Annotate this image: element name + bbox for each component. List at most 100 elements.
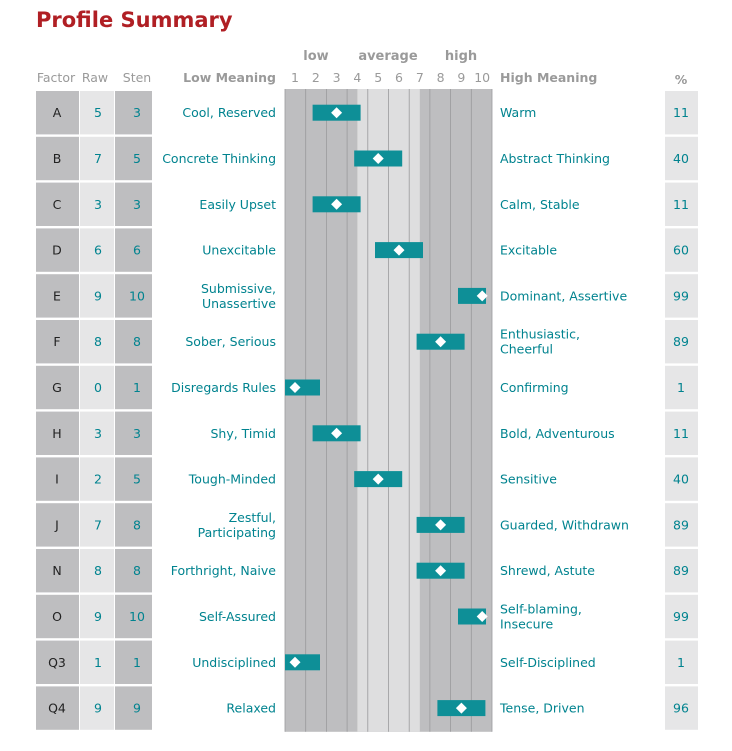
high-meaning-label: Bold, Adventurous xyxy=(500,426,615,441)
raw-value: 2 xyxy=(94,472,102,487)
low-meaning-label: Tough-Minded xyxy=(188,472,276,487)
high-meaning-label: Confirming xyxy=(500,380,569,395)
high-meaning-label: Abstract Thinking xyxy=(500,151,610,166)
low-meaning-label: Zestful, xyxy=(229,510,276,525)
sten-value: 3 xyxy=(133,426,141,441)
raw-value: 3 xyxy=(94,197,102,212)
factor-cell xyxy=(36,274,79,318)
low-meaning-label: Unassertive xyxy=(202,296,276,311)
factor-cell xyxy=(36,686,79,730)
sten-cell xyxy=(115,182,152,226)
sten-value: 10 xyxy=(129,288,145,303)
score-marker-diamond xyxy=(435,336,447,348)
high-meaning-label: Shrewd, Astute xyxy=(500,563,595,578)
sten-cell xyxy=(115,457,152,501)
percent-value: 99 xyxy=(673,288,689,303)
factor-cell xyxy=(36,594,79,639)
percent-value: 89 xyxy=(673,563,689,578)
sten-cell xyxy=(115,274,152,318)
raw-cell xyxy=(80,640,114,684)
factor-label: Q3 xyxy=(48,655,66,670)
raw-value: 3 xyxy=(94,426,102,441)
percent-cell xyxy=(665,91,698,135)
percent-cell xyxy=(665,365,698,410)
score-marker-diamond xyxy=(435,565,447,577)
raw-cell xyxy=(80,594,114,639)
low-meaning-label: Participating xyxy=(198,525,276,540)
low-meaning-label: Concrete Thinking xyxy=(162,151,276,166)
low-meaning-label: Shy, Timid xyxy=(210,426,276,441)
x-tick-label: 3 xyxy=(333,70,341,85)
x-tick-label: 8 xyxy=(437,70,445,85)
factor-label: D xyxy=(52,243,62,258)
factor-label: J xyxy=(54,517,59,532)
x-tick-label: 10 xyxy=(474,70,490,85)
factor-cell xyxy=(36,320,79,364)
header-factor: Factor xyxy=(37,70,76,85)
sten-cell xyxy=(115,136,152,181)
raw-value: 7 xyxy=(94,517,102,532)
factor-label: N xyxy=(52,563,61,578)
score-marker-diamond xyxy=(372,153,384,164)
high-meaning-label: Enthusiastic, xyxy=(500,327,580,342)
sten-cell xyxy=(115,686,152,730)
sten-cell xyxy=(115,411,152,455)
percent-value: 11 xyxy=(673,426,689,441)
header-sten: Sten xyxy=(123,70,151,85)
raw-cell xyxy=(80,320,114,364)
high-meaning-label: Calm, Stable xyxy=(500,197,580,212)
header-low-meaning: Low Meaning xyxy=(183,70,276,85)
high-meaning-label: Cheerful xyxy=(500,342,553,357)
percent-cell xyxy=(665,182,698,226)
x-tick-label: 1 xyxy=(291,70,299,85)
x-tick-label: 9 xyxy=(457,70,465,85)
low-meaning-label: Undisciplined xyxy=(192,655,276,670)
high-meaning-label: Tense, Driven xyxy=(499,701,585,716)
score-marker-diamond xyxy=(476,290,488,302)
factor-label: F xyxy=(53,334,60,349)
x-tick-label: 7 xyxy=(416,70,424,85)
percent-cell xyxy=(665,457,698,501)
sten-value: 3 xyxy=(133,197,141,212)
factor-cell xyxy=(36,549,79,593)
factor-cell xyxy=(36,365,79,410)
sten-cell xyxy=(115,320,152,364)
low-meaning-label: Unexcitable xyxy=(202,243,276,258)
scale-label-average: average xyxy=(358,49,418,64)
high-meaning-label: Self-Disciplined xyxy=(500,655,596,670)
low-meaning-label: Sober, Serious xyxy=(185,334,276,349)
percent-value: 11 xyxy=(673,105,689,120)
sten-value: 6 xyxy=(133,243,141,258)
raw-cell xyxy=(80,549,114,593)
factor-cell xyxy=(36,640,79,684)
sten-value: 5 xyxy=(133,472,141,487)
sten-cell xyxy=(115,594,152,639)
sten-value: 9 xyxy=(133,701,141,716)
percent-cell xyxy=(665,640,698,684)
x-tick-label: 2 xyxy=(312,70,320,85)
low-meaning-label: Cool, Reserved xyxy=(182,105,276,120)
raw-value: 9 xyxy=(94,609,102,624)
x-tick-label: 5 xyxy=(374,70,382,85)
percent-cell xyxy=(665,136,698,181)
score-marker-diamond xyxy=(289,656,301,668)
sten-cell xyxy=(115,365,152,410)
scale-label-high: high xyxy=(445,49,477,64)
sten-value: 1 xyxy=(133,380,141,395)
factor-label: Q4 xyxy=(48,701,66,716)
sten-value: 8 xyxy=(133,334,141,349)
sten-cell xyxy=(115,91,152,135)
raw-cell xyxy=(80,411,114,455)
factor-cell xyxy=(36,503,79,547)
sten-cell xyxy=(115,549,152,593)
high-meaning-label: Insecure xyxy=(500,617,553,632)
raw-cell xyxy=(80,503,114,547)
header-high-meaning: High Meaning xyxy=(500,70,597,85)
high-meaning-label: Guarded, Withdrawn xyxy=(500,517,629,532)
sten-value: 1 xyxy=(133,655,141,670)
sten-value: 10 xyxy=(129,609,145,624)
high-meaning-label: Sensitive xyxy=(500,472,557,487)
percent-value: 1 xyxy=(677,655,685,670)
high-meaning-label: Warm xyxy=(500,105,536,120)
percent-cell xyxy=(665,686,698,730)
